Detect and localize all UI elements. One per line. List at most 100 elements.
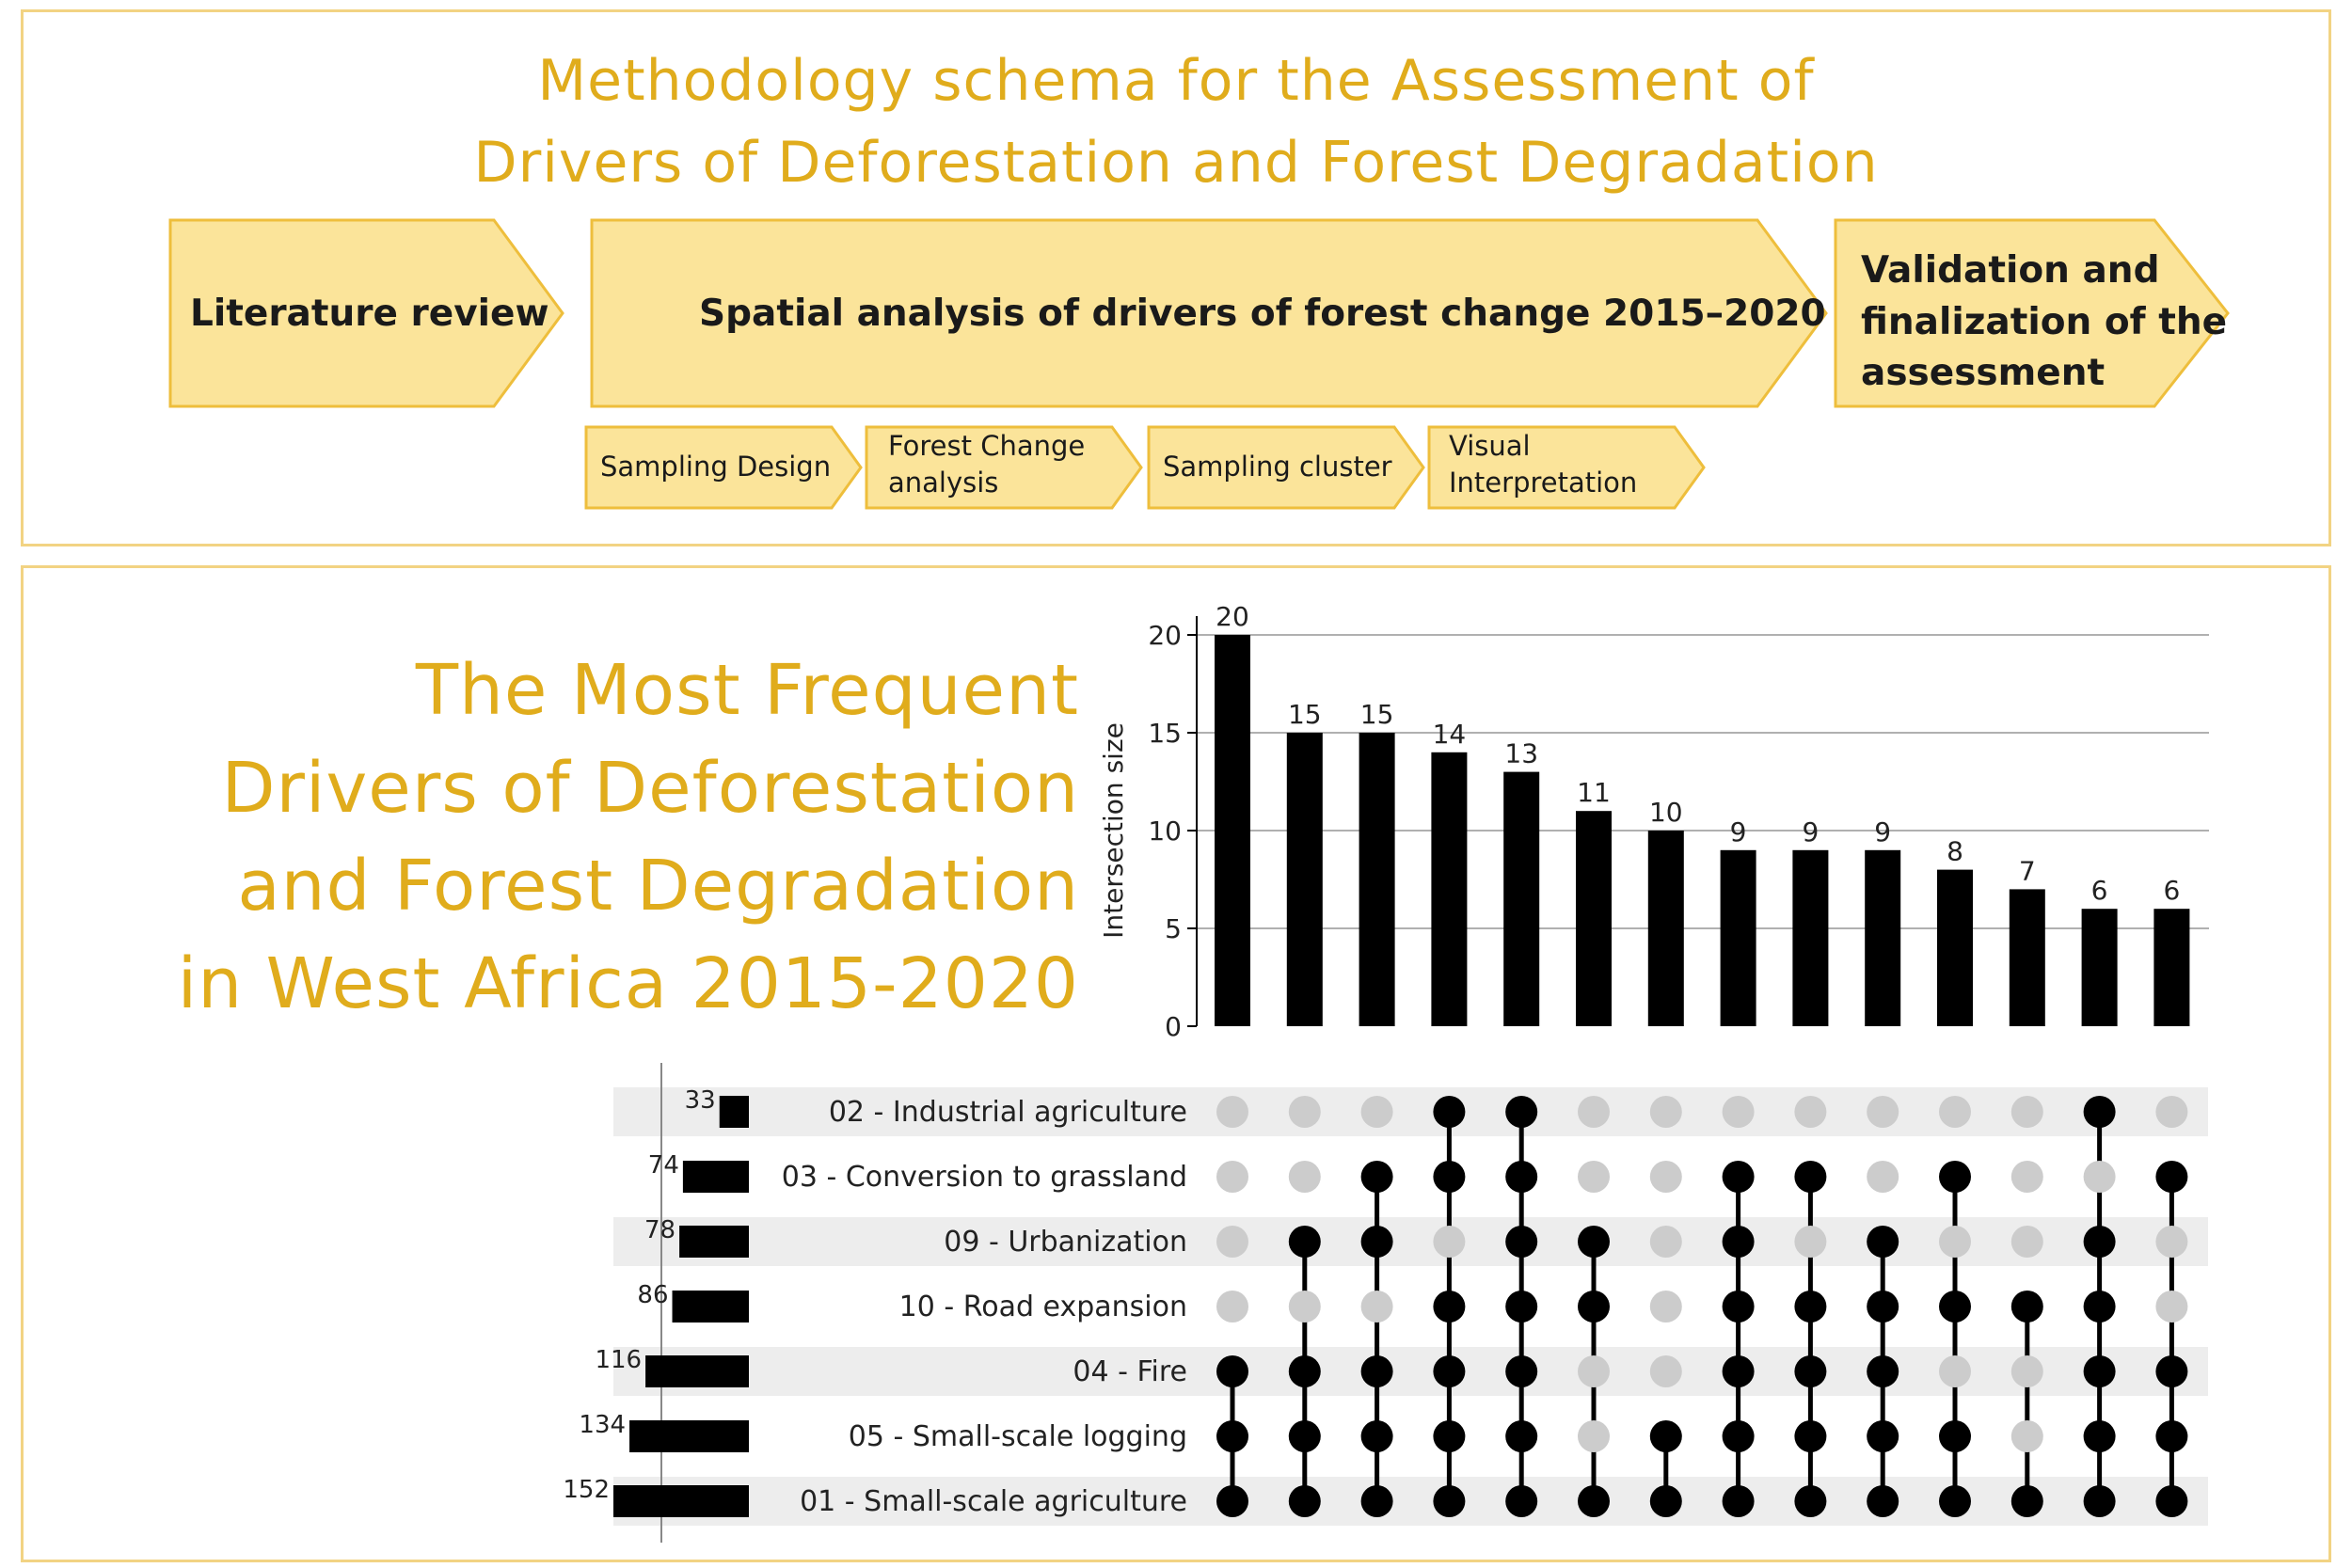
matrix-dot-filled xyxy=(1794,1485,1827,1517)
step-validation-line2: finalization of the xyxy=(1861,300,2228,343)
bar-value-label: 8 xyxy=(1947,836,1963,867)
bar-value-label: 9 xyxy=(1730,816,1747,847)
matrix-dot-empty xyxy=(1216,1226,1248,1258)
matrix-dot-filled xyxy=(1867,1485,1899,1517)
matrix-dot-filled xyxy=(1288,1355,1321,1387)
matrix-dot-filled xyxy=(1505,1226,1538,1258)
y-tick-label: 5 xyxy=(1165,913,1182,944)
substep-sampling-cluster-label: Sampling cluster xyxy=(1163,451,1392,483)
substep-sampling-cluster: Sampling cluster xyxy=(1147,425,1425,510)
set-size-label: 152 xyxy=(563,1476,610,1504)
matrix-dot-empty xyxy=(1939,1096,1971,1128)
set-name-label: 01 - Small-scale agriculture xyxy=(800,1485,1187,1518)
matrix-dot-filled xyxy=(1505,1161,1538,1193)
matrix-dot-filled xyxy=(1360,1355,1393,1387)
bar-value-label: 6 xyxy=(2163,875,2180,906)
matrix-dot-filled xyxy=(1216,1355,1248,1387)
y-tick-label: 15 xyxy=(1148,718,1182,749)
matrix-dot-filled xyxy=(1360,1420,1393,1452)
intersection-bar xyxy=(1647,831,1684,1026)
matrix-dot-filled xyxy=(1867,1420,1899,1452)
matrix-dot-filled xyxy=(2083,1355,2116,1387)
matrix-dot-filled xyxy=(1939,1420,1971,1452)
set-name-label: 04 - Fire xyxy=(1073,1355,1187,1388)
matrix-dot-filled xyxy=(1578,1291,1610,1323)
matrix-dot-filled xyxy=(1794,1291,1827,1323)
matrix-dot-filled xyxy=(1433,1485,1466,1517)
matrix-dot-filled xyxy=(1505,1096,1538,1128)
set-size-bar xyxy=(679,1226,749,1258)
matrix-dot-filled xyxy=(1216,1420,1248,1452)
matrix-dot-filled xyxy=(1722,1161,1755,1193)
matrix-dot-filled xyxy=(1505,1420,1538,1452)
matrix-dot-filled xyxy=(2083,1485,2116,1517)
matrix-dot-empty xyxy=(2010,1420,2043,1452)
set-name-label: 02 - Industrial agriculture xyxy=(829,1096,1187,1129)
substep-forest-change: Forest Change analysis xyxy=(865,425,1143,510)
matrix-dot-filled xyxy=(1216,1485,1248,1517)
matrix-dot-filled xyxy=(1722,1355,1755,1387)
matrix-dot-empty xyxy=(1578,1096,1610,1128)
matrix-dot-filled xyxy=(2083,1226,2116,1258)
matrix-dot-filled xyxy=(1939,1291,1971,1323)
matrix-dot-empty xyxy=(1649,1161,1682,1193)
intersection-bar xyxy=(1937,869,1973,1026)
matrix-dot-filled xyxy=(1649,1485,1682,1517)
upset-title: The Most Frequent Drivers of Deforestati… xyxy=(178,641,1079,1033)
upset-title-line4: in West Africa 2015-2020 xyxy=(177,943,1079,1024)
step-literature-review: Literature review xyxy=(168,218,564,408)
matrix-dot-empty xyxy=(2010,1096,2043,1128)
substep-sampling-design: Sampling Design xyxy=(584,425,863,510)
step-spatial-analysis-label: Spatial analysis of drivers of forest ch… xyxy=(699,292,1826,335)
step-literature-review-label: Literature review xyxy=(190,292,549,335)
matrix-dot-empty xyxy=(1649,1096,1682,1128)
bar-value-label: 9 xyxy=(1874,816,1891,847)
matrix-dot-empty xyxy=(1360,1291,1393,1323)
intersection-bar xyxy=(1286,733,1323,1026)
intersection-bar xyxy=(1431,752,1468,1026)
methodology-title-line2: Drivers of Deforestation and Forest Degr… xyxy=(473,130,1879,196)
matrix-dot-filled xyxy=(1794,1420,1827,1452)
matrix-dot-filled xyxy=(2083,1291,2116,1323)
set-name-label: 03 - Conversion to grassland xyxy=(782,1161,1187,1194)
upset-title-line1: The Most Frequent xyxy=(415,650,1079,731)
matrix-dot-filled xyxy=(1360,1161,1393,1193)
set-size-label: 74 xyxy=(648,1151,679,1180)
matrix-dot-filled xyxy=(1433,1291,1466,1323)
matrix-dot-filled xyxy=(2155,1355,2188,1387)
matrix-dot-filled xyxy=(1722,1226,1755,1258)
intersection-bar xyxy=(2009,889,2045,1026)
matrix-dot-filled xyxy=(1794,1161,1827,1193)
matrix-dot-empty xyxy=(2155,1096,2188,1128)
matrix-dot-empty xyxy=(1794,1226,1827,1258)
matrix-dot-empty xyxy=(1578,1355,1610,1387)
methodology-title-line1: Methodology schema for the Assessment of xyxy=(537,48,1815,114)
matrix-dot-empty xyxy=(1288,1096,1321,1128)
matrix-dot-empty xyxy=(1433,1226,1466,1258)
intersection-bar xyxy=(1215,635,1250,1026)
substep-forest-change-line2: analysis xyxy=(888,467,999,499)
intersection-bar xyxy=(1503,771,1540,1026)
matrix-dot-filled xyxy=(1578,1485,1610,1517)
bar-value-label: 11 xyxy=(1577,777,1611,808)
matrix-dot-filled xyxy=(2010,1291,2043,1323)
matrix-dot-empty xyxy=(1649,1291,1682,1323)
matrix-dot-filled xyxy=(2083,1420,2116,1452)
matrix-dot-empty xyxy=(1288,1291,1321,1323)
matrix-dot-empty xyxy=(1360,1096,1393,1128)
intersection-bar xyxy=(1865,849,1901,1026)
set-size-label: 116 xyxy=(595,1346,642,1374)
intersection-bar xyxy=(2081,909,2118,1026)
bar-value-label: 20 xyxy=(1216,601,1249,632)
matrix-dot-filled xyxy=(1505,1485,1538,1517)
matrix-dot-empty xyxy=(1722,1096,1755,1128)
intersection-bar xyxy=(1720,849,1756,1026)
matrix-dot-filled xyxy=(2155,1161,2188,1193)
set-size-bar xyxy=(682,1161,749,1193)
bar-value-label: 13 xyxy=(1504,738,1538,769)
matrix-dot-filled xyxy=(1867,1355,1899,1387)
matrix-dot-empty xyxy=(1578,1420,1610,1452)
bar-value-label: 7 xyxy=(2019,855,2036,886)
matrix-dot-filled xyxy=(2010,1485,2043,1517)
y-tick-label: 10 xyxy=(1148,816,1182,847)
